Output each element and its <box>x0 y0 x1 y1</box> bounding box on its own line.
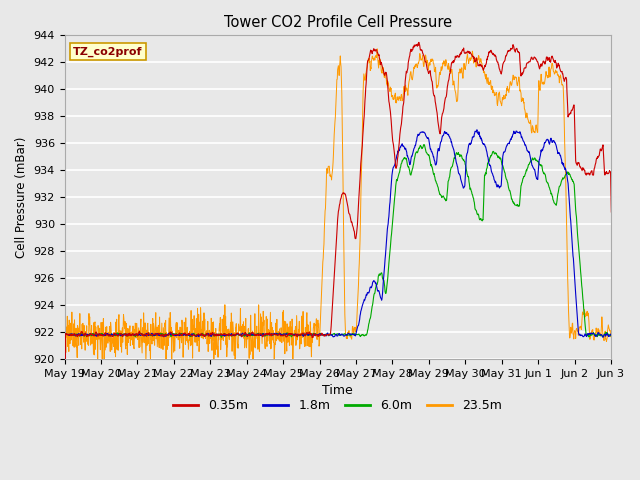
Y-axis label: Cell Pressure (mBar): Cell Pressure (mBar) <box>15 136 28 258</box>
Title: Tower CO2 Profile Cell Pressure: Tower CO2 Profile Cell Pressure <box>224 15 452 30</box>
Legend: 0.35m, 1.8m, 6.0m, 23.5m: 0.35m, 1.8m, 6.0m, 23.5m <box>168 395 508 418</box>
X-axis label: Time: Time <box>323 384 353 397</box>
Text: TZ_co2prof: TZ_co2prof <box>73 47 142 57</box>
